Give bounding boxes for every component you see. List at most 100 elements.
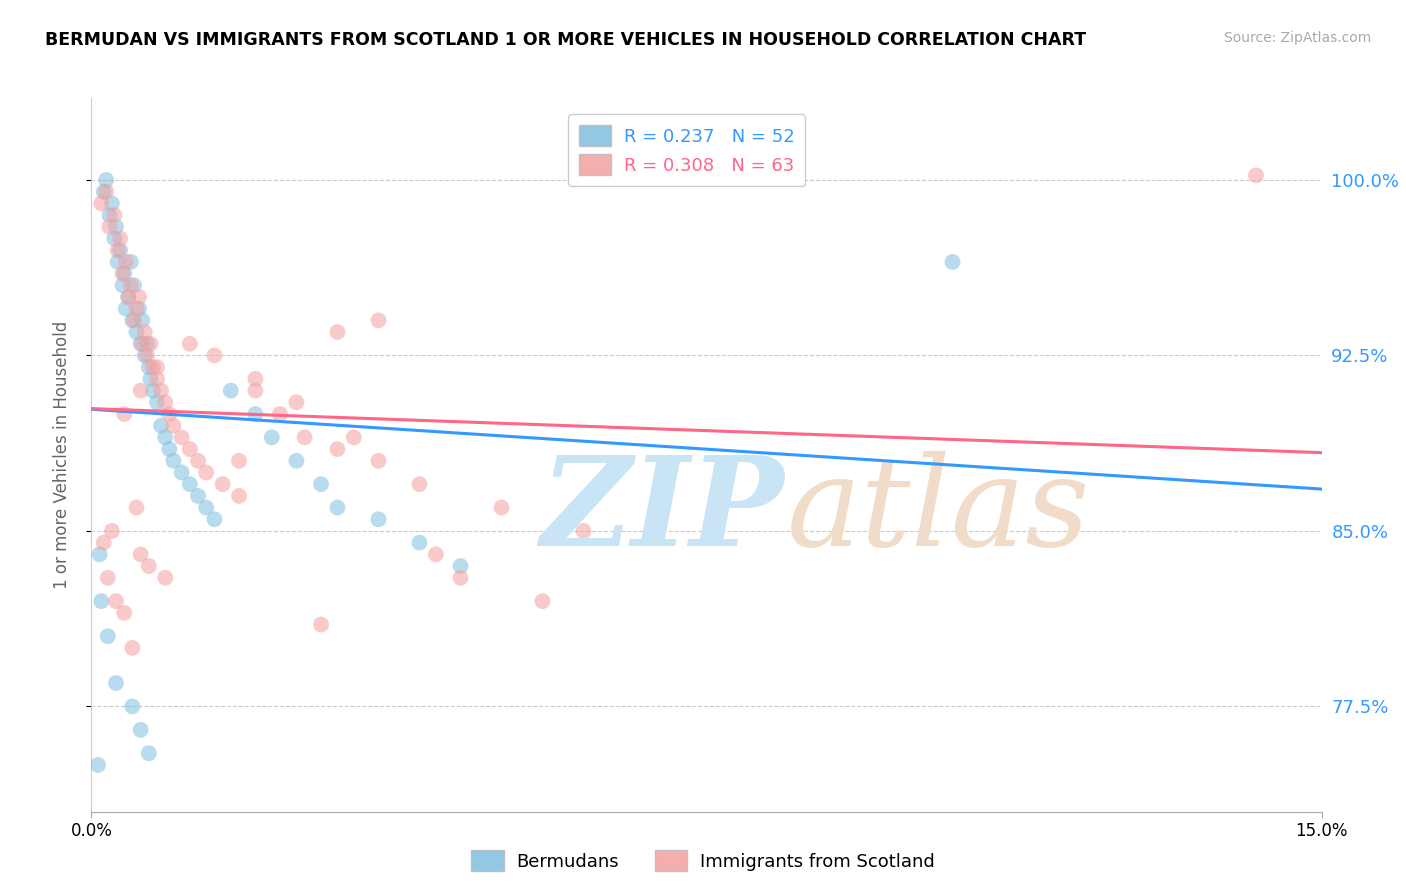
Point [449,559,471,574]
Point [87,758,110,772]
Point [343,430,366,444]
Point [150,384,173,398]
Point [150,418,173,433]
Point [187,489,209,503]
Point [128,301,150,316]
Point [134,349,156,363]
Point [170,430,193,444]
Point [285,395,308,409]
Point [367,454,389,468]
Point [122,278,145,293]
Point [108,243,131,257]
Point [122,313,145,327]
Point [408,477,430,491]
Point [98,219,121,234]
Point [941,255,963,269]
Point [96,173,117,187]
Point [107,255,129,269]
Point [142,360,165,375]
Point [101,196,124,211]
Point [157,407,180,421]
Text: ZIP: ZIP [540,451,785,573]
Point [179,477,201,491]
Point [245,384,267,398]
Point [309,477,332,491]
Point [90,594,112,608]
Point [179,442,201,456]
Point [108,231,131,245]
Point [162,418,184,433]
Point [146,395,169,409]
Point [179,336,201,351]
Point [112,267,135,281]
Point [117,290,139,304]
Point [121,699,143,714]
Point [367,313,389,327]
Point [162,454,184,468]
Point [572,524,595,538]
Point [125,325,148,339]
Point [101,524,124,538]
Text: BERMUDAN VS IMMIGRANTS FROM SCOTLAND 1 OR MORE VEHICLES IN HOUSEHOLD CORRELATION: BERMUDAN VS IMMIGRANTS FROM SCOTLAND 1 O… [45,31,1085,49]
Point [202,512,225,526]
Point [117,290,139,304]
Point [96,185,117,199]
Y-axis label: 1 or more Vehicles in Household: 1 or more Vehicles in Household [52,321,70,589]
Point [491,500,513,515]
Point [153,395,177,409]
Point [129,336,152,351]
Point [129,547,152,561]
Point [202,349,225,363]
Point [90,196,112,211]
Point [170,466,193,480]
Point [128,290,150,304]
Point [125,301,148,316]
Point [89,547,111,561]
Point [187,454,209,468]
Point [294,430,316,444]
Point [103,208,125,222]
Point [1244,169,1267,183]
Point [139,336,162,351]
Point [114,255,138,269]
Point [269,407,291,421]
Point [449,571,471,585]
Point [120,255,142,269]
Point [309,617,332,632]
Point [195,500,218,515]
Point [114,301,138,316]
Point [211,477,233,491]
Point [121,640,143,655]
Legend: R = 0.237   N = 52, R = 0.308   N = 63: R = 0.237 N = 52, R = 0.308 N = 63 [568,114,806,186]
Point [121,313,143,327]
Point [134,325,156,339]
Point [120,278,142,293]
Point [136,336,159,351]
Point [125,500,148,515]
Point [112,606,135,620]
Point [98,208,121,222]
Point [326,442,349,456]
Point [93,535,115,549]
Point [107,243,129,257]
Point [425,547,447,561]
Point [157,442,180,456]
Point [245,372,267,386]
Point [131,313,153,327]
Point [136,349,159,363]
Point [245,407,267,421]
Point [326,500,349,515]
Text: Source: ZipAtlas.com: Source: ZipAtlas.com [1223,31,1371,45]
Point [112,407,135,421]
Point [531,594,554,608]
Point [146,360,169,375]
Point [139,372,162,386]
Point [153,571,177,585]
Legend: Bermudans, Immigrants from Scotland: Bermudans, Immigrants from Scotland [464,843,942,879]
Point [138,746,160,760]
Point [111,278,134,293]
Point [93,185,115,199]
Point [260,430,283,444]
Point [138,360,160,375]
Point [129,723,152,737]
